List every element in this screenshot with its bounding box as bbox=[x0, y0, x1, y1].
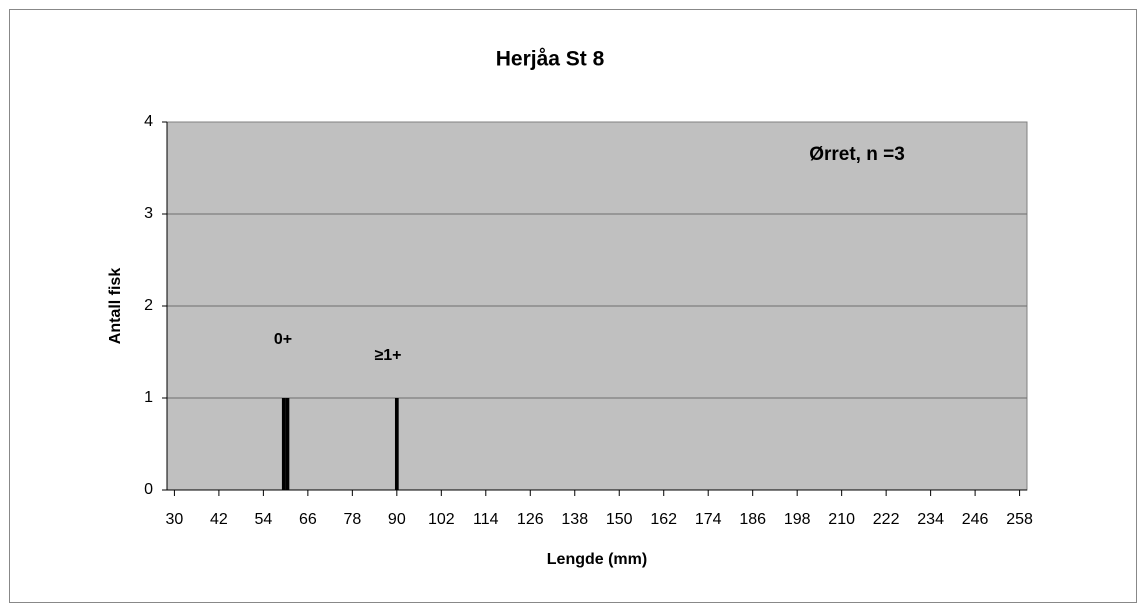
x-tick-label: 246 bbox=[962, 511, 989, 528]
y-tick-label: 0 bbox=[144, 481, 153, 498]
x-tick-label: 42 bbox=[210, 511, 228, 528]
x-tick-label: 30 bbox=[166, 511, 184, 528]
x-tick-label: 198 bbox=[784, 511, 811, 528]
bar bbox=[394, 398, 399, 490]
annotation: 0+ bbox=[274, 331, 292, 348]
x-tick-label: 222 bbox=[873, 511, 900, 528]
x-tick-label: 54 bbox=[254, 511, 272, 528]
x-axis-label: Lengde (mm) bbox=[547, 551, 647, 568]
x-tick-label: 102 bbox=[428, 511, 455, 528]
annotation: ≥1+ bbox=[374, 347, 401, 364]
y-axis-label: Antall fisk bbox=[107, 268, 124, 345]
y-tick-label: 1 bbox=[144, 389, 153, 406]
x-tick-label: 234 bbox=[917, 511, 944, 528]
x-tick-label: 114 bbox=[473, 511, 499, 528]
x-tick-label: 126 bbox=[517, 511, 544, 528]
y-tick-label: 2 bbox=[144, 297, 153, 314]
x-tick-label: 66 bbox=[299, 511, 317, 528]
x-tick-label: 174 bbox=[695, 511, 722, 528]
annotation: Ørret, n =3 bbox=[809, 144, 905, 165]
x-tick-label: 90 bbox=[388, 511, 406, 528]
x-tick-label: 138 bbox=[561, 511, 588, 528]
bar bbox=[285, 398, 290, 490]
x-tick-label: 162 bbox=[650, 511, 677, 528]
x-tick-label: 186 bbox=[739, 511, 766, 528]
x-tick-label: 258 bbox=[1006, 511, 1033, 528]
y-tick-label: 4 bbox=[144, 113, 153, 130]
y-tick-label: 3 bbox=[144, 205, 153, 222]
x-tick-label: 150 bbox=[606, 511, 633, 528]
x-tick-label: 78 bbox=[343, 511, 361, 528]
x-tick-label: 210 bbox=[828, 511, 855, 528]
bar bbox=[281, 398, 286, 490]
chart-title: Herjåa St 8 bbox=[496, 48, 605, 71]
